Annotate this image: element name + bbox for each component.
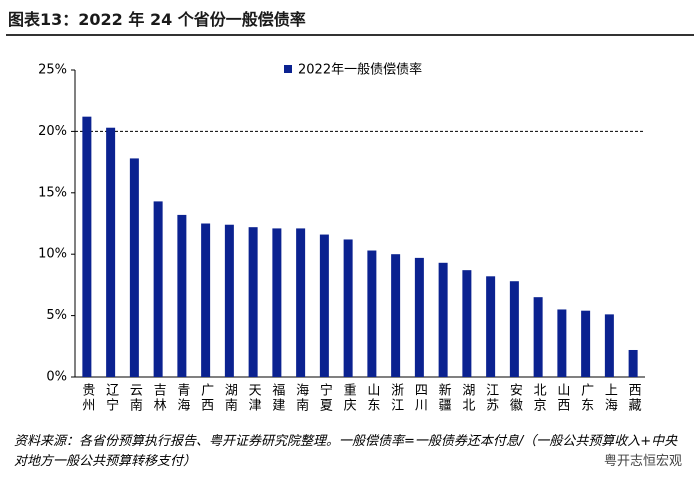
y-tick-label: 20%: [38, 124, 67, 139]
bar: [533, 297, 543, 377]
y-tick-label: 5%: [46, 308, 67, 323]
bar: [272, 228, 282, 377]
bar: [509, 281, 519, 377]
x-tick-label: 广东: [578, 383, 594, 413]
x-tick-label: 青海: [174, 383, 190, 413]
bar: [224, 224, 234, 377]
bar: [296, 228, 306, 377]
bar: [462, 270, 472, 377]
bar: [201, 223, 211, 377]
y-tick-label: 0%: [46, 370, 67, 385]
bar: [248, 227, 258, 377]
x-tick-label: 云南: [127, 383, 143, 413]
bar: [367, 250, 377, 377]
x-tick-label: 重庆: [341, 382, 357, 413]
bar: [343, 239, 353, 377]
bar: [581, 310, 591, 377]
watermark: 粤开志恒宏观: [603, 454, 682, 469]
y-tick-label: 10%: [38, 247, 67, 262]
x-tick-label: 浙江: [388, 383, 404, 413]
x-tick-label: 天津: [246, 383, 262, 413]
x-tick-label: 山东: [364, 383, 380, 413]
source-note: 资料来源：各省份预算执行报告、粤开证券研究院整理。一般偿债率=一般债券还本付息/…: [14, 434, 678, 469]
bar: [129, 158, 139, 377]
x-tick-label: 广西: [198, 383, 214, 413]
bar: [414, 257, 424, 377]
bar: [106, 127, 116, 377]
x-tick-label: 安徽: [507, 383, 523, 413]
x-tick-label: 湖北: [459, 383, 475, 413]
bar: [177, 214, 187, 377]
x-tick-label: 山西: [554, 383, 570, 413]
x-tick-label: 四川: [412, 383, 428, 413]
bar: [438, 262, 448, 377]
x-tick-label: 宁夏: [317, 382, 333, 413]
chart-title: 图表13：2022 年 24 个省份一般偿债率: [8, 10, 306, 29]
bar: [628, 349, 638, 377]
x-tick-label: 新疆: [436, 382, 452, 413]
y-tick-label: 25%: [38, 63, 67, 78]
x-tick-label: 江苏: [483, 383, 499, 413]
legend-swatch: [284, 65, 292, 73]
x-tick-label: 福建: [269, 383, 285, 413]
x-tick-label: 北京: [531, 383, 547, 413]
x-tick-label: 辽宁: [103, 383, 119, 413]
x-tick-label: 贵州: [79, 383, 95, 413]
x-tick-label: 上海: [602, 383, 618, 413]
chart: 0%5%10%15%20%25% 2022年一般债偿债率贵州 辽宁 云南 吉林 青海 广西湖…: [38, 62, 645, 413]
x-tick-label: 吉林: [151, 383, 167, 413]
x-tick-label: 海南: [293, 383, 309, 413]
bar: [391, 254, 401, 377]
y-tick-label: 15%: [38, 185, 67, 200]
bar: [82, 116, 92, 377]
bar: [604, 314, 614, 377]
bar: [486, 276, 496, 377]
x-tick-label: 西藏: [626, 383, 642, 413]
bar: [319, 234, 329, 377]
bar: [153, 201, 163, 377]
title-rule: [6, 34, 694, 36]
legend-label: 2022年一般债偿债率: [298, 62, 422, 78]
bar: [557, 309, 567, 377]
x-tick-label: 湖南: [222, 383, 238, 413]
